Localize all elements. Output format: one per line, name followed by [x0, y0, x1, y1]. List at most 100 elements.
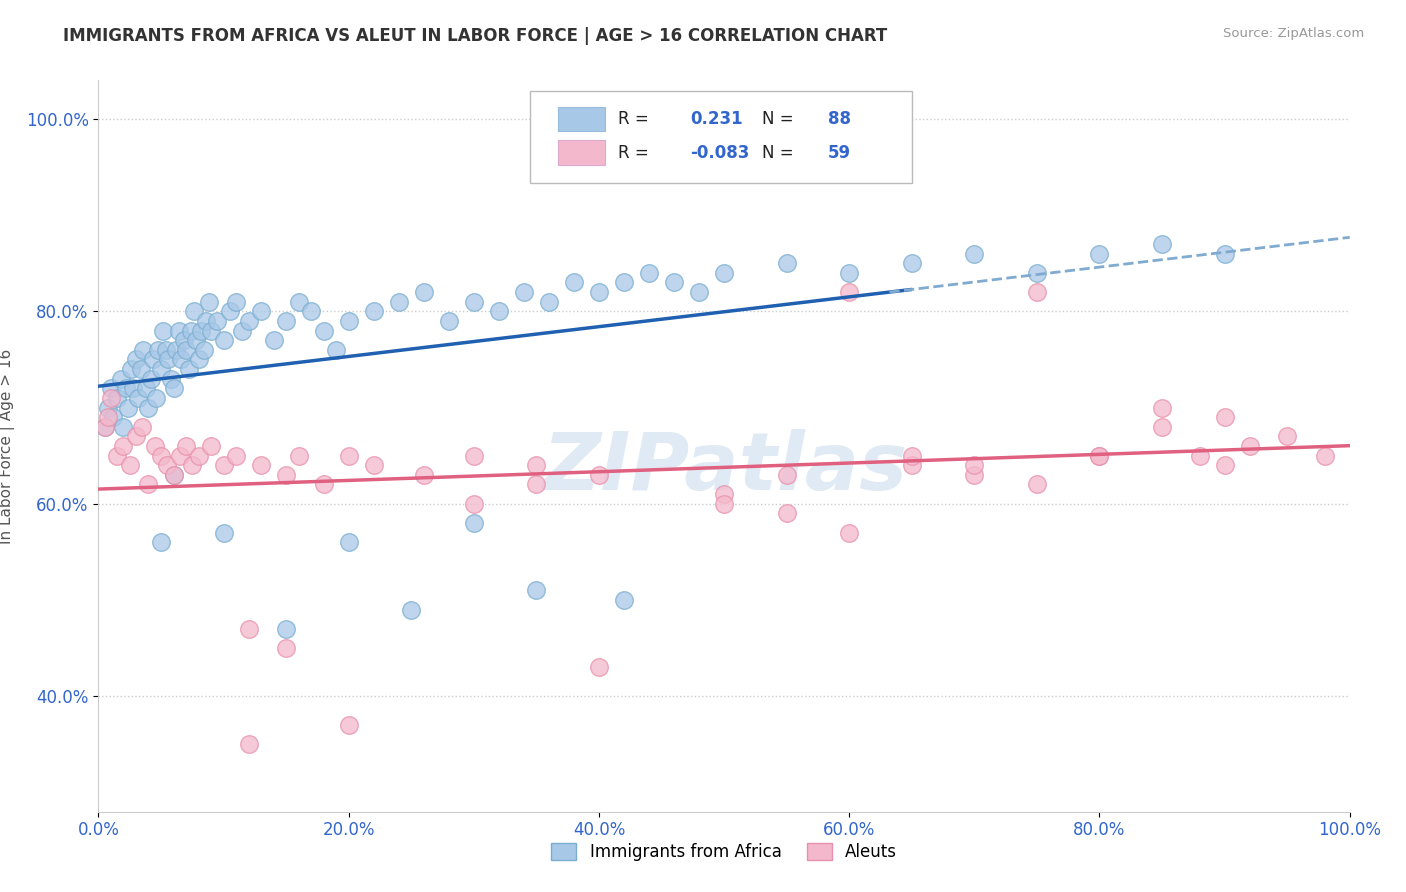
Point	[100, 391, 122, 405]
Point	[588, 467, 610, 482]
Point	[138, 401, 160, 415]
Point	[963, 458, 986, 473]
Bar	[558, 107, 605, 131]
Text: IMMIGRANTS FROM AFRICA VS ALEUT IN LABOR FORCE | AGE > 16 CORRELATION CHART: IMMIGRANTS FROM AFRICA VS ALEUT IN LABOR…	[63, 27, 887, 45]
Point	[1188, 449, 1211, 463]
Point	[613, 593, 636, 607]
Point	[312, 324, 335, 338]
Point	[135, 381, 157, 395]
Point	[337, 535, 360, 549]
Point	[274, 314, 298, 328]
Point	[212, 458, 235, 473]
Point	[129, 362, 152, 376]
Point	[150, 362, 173, 376]
Point	[488, 304, 510, 318]
Point	[325, 343, 347, 357]
Point	[97, 401, 120, 415]
Point	[337, 314, 360, 328]
Point	[162, 467, 184, 482]
Point	[838, 525, 860, 540]
Point	[197, 294, 219, 309]
Point	[97, 410, 120, 425]
Point	[169, 449, 191, 463]
Text: ZIPatlas: ZIPatlas	[541, 429, 907, 507]
Point	[157, 352, 180, 367]
Point	[93, 419, 115, 434]
Point	[363, 304, 385, 318]
Point	[212, 333, 235, 347]
Point	[1026, 285, 1049, 299]
Point	[231, 324, 253, 338]
Point	[776, 256, 799, 270]
Point	[1313, 449, 1336, 463]
Point	[143, 439, 166, 453]
Point	[1088, 449, 1111, 463]
Point	[187, 449, 209, 463]
Point	[662, 276, 685, 290]
Point	[1088, 449, 1111, 463]
Point	[110, 371, 132, 385]
Point	[1213, 246, 1236, 260]
Point	[181, 458, 204, 473]
Point	[177, 362, 200, 376]
Point	[148, 343, 170, 357]
Point	[713, 487, 735, 501]
Point	[287, 294, 309, 309]
Point	[638, 266, 661, 280]
Point	[287, 449, 309, 463]
Point	[193, 343, 215, 357]
Point	[122, 381, 145, 395]
Point	[900, 256, 922, 270]
Point	[537, 294, 560, 309]
Point	[165, 343, 187, 357]
Point	[463, 449, 485, 463]
Point	[274, 641, 298, 656]
Text: -0.083: -0.083	[690, 144, 749, 161]
Point	[1026, 266, 1049, 280]
Point	[180, 324, 202, 338]
Point	[401, 602, 423, 616]
Point	[688, 285, 710, 299]
Point	[131, 419, 153, 434]
Point	[225, 449, 247, 463]
Point	[174, 439, 197, 453]
Point	[238, 622, 260, 636]
Point	[299, 304, 322, 318]
Point	[588, 285, 610, 299]
Point	[174, 343, 197, 357]
Point	[524, 477, 547, 491]
Point	[173, 333, 195, 347]
Point	[713, 266, 735, 280]
Text: 59: 59	[828, 144, 851, 161]
Point	[112, 419, 135, 434]
Point	[613, 276, 636, 290]
Point	[184, 333, 207, 347]
Point	[776, 467, 799, 482]
Point	[274, 467, 298, 482]
Point	[1026, 477, 1049, 491]
Text: R =: R =	[617, 144, 648, 161]
Point	[562, 276, 585, 290]
Point	[1239, 439, 1261, 453]
Point	[713, 497, 735, 511]
Point	[112, 439, 135, 453]
Point	[363, 458, 385, 473]
Point	[105, 449, 128, 463]
Point	[152, 324, 174, 338]
Point	[218, 304, 240, 318]
Point	[963, 467, 986, 482]
Point	[238, 314, 260, 328]
Point	[1150, 401, 1173, 415]
Point	[195, 314, 218, 328]
Y-axis label: In Labor Force | Age > 16: In Labor Force | Age > 16	[0, 349, 14, 543]
Point	[337, 449, 360, 463]
Point	[200, 439, 222, 453]
Point	[250, 304, 273, 318]
Text: N =: N =	[762, 110, 793, 128]
Point	[115, 381, 138, 395]
Point	[145, 391, 167, 405]
Point	[117, 401, 139, 415]
Point	[776, 507, 799, 521]
Point	[207, 314, 229, 328]
Point	[238, 737, 260, 751]
